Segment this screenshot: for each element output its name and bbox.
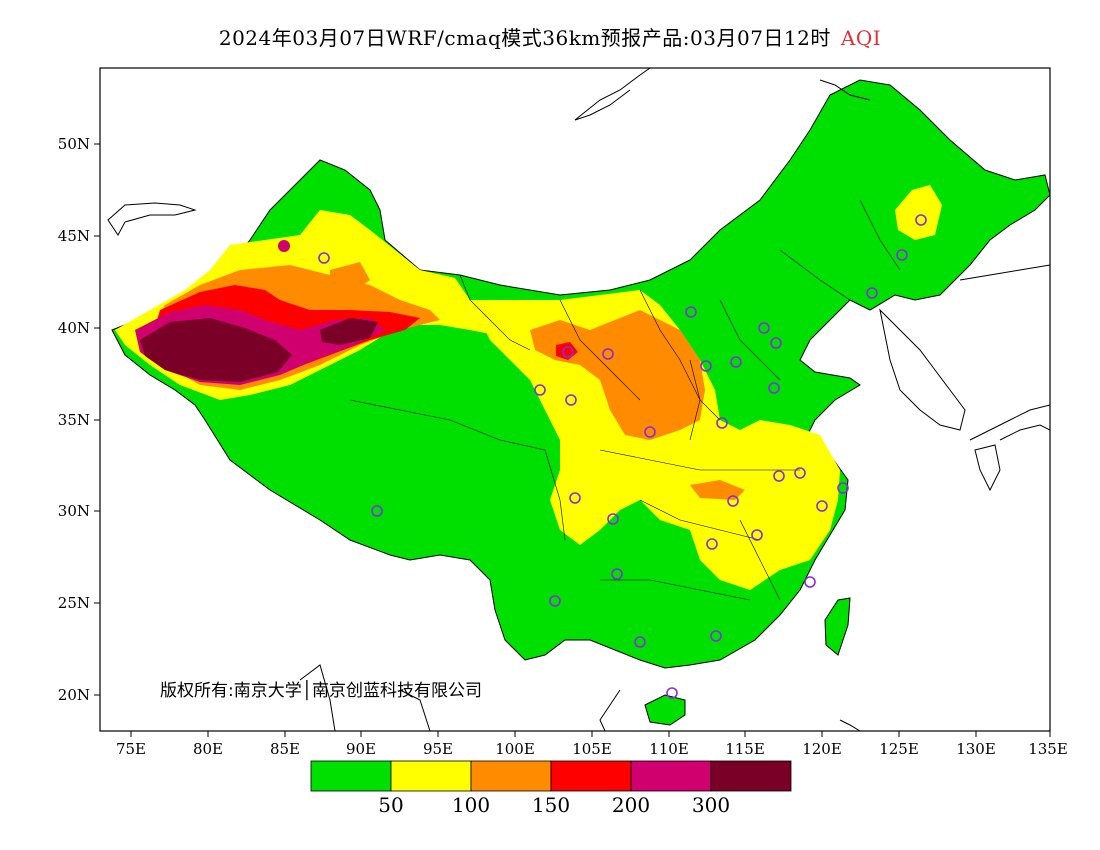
- lat-tick-label: 50N: [58, 135, 90, 153]
- lon-tick-label: 85E: [270, 740, 300, 758]
- station-marker: [634, 636, 646, 648]
- aqi-zone-usg-central: [530, 310, 705, 440]
- lon-tick-label: 115E: [725, 740, 765, 758]
- lon-tick-label: 95E: [423, 740, 453, 758]
- legend-swatch-hazardous: [710, 760, 792, 792]
- station-marker: [685, 306, 697, 318]
- legend-swatch-good: [310, 760, 392, 792]
- station-marker: [768, 382, 780, 394]
- station-marker: [700, 360, 712, 372]
- lat-tick-label: 20N: [58, 686, 90, 704]
- lon-tick-label: 105E: [572, 740, 612, 758]
- plot-frame: [99, 67, 1051, 732]
- station-marker: [716, 417, 728, 429]
- copyright-text: 版权所有:南京大学│南京创蓝科技有限公司: [160, 680, 482, 701]
- station-marker: [602, 348, 614, 360]
- station-marker: [816, 500, 828, 512]
- station-marker: [758, 322, 770, 334]
- hainan-island: [644, 694, 686, 726]
- lon-tick-label: 125E: [879, 740, 919, 758]
- aqi-legend: 50 100 150 200 300: [310, 760, 792, 817]
- station-marker: [565, 394, 577, 406]
- station-marker: [866, 287, 878, 299]
- station-marker: [727, 495, 739, 507]
- lon-tick-label: 130E: [956, 740, 996, 758]
- title-main: 2024年03月07日WRF/cmaq模式36km预报产品:03月07日12时: [218, 26, 831, 50]
- station-marker: [730, 356, 742, 368]
- lon-tick-label: 100E: [495, 740, 535, 758]
- station-marker: [915, 214, 927, 226]
- station-marker: [710, 630, 722, 642]
- station-marker: [534, 384, 546, 396]
- station-marker: [804, 576, 816, 588]
- lon-tick-label: 135E: [1028, 740, 1068, 758]
- station-marker: [837, 482, 849, 494]
- lat-tick-label: 35N: [58, 411, 90, 429]
- map-title: 2024年03月07日WRF/cmaq模式36km预报产品:03月07日12时 A…: [0, 22, 1100, 51]
- legend-label: 150: [532, 793, 570, 817]
- neighbour-coastlines: [107, 68, 1050, 731]
- lon-tick-label: 110E: [649, 740, 689, 758]
- province-boundaries: [349, 199, 901, 601]
- station-marker: [569, 492, 581, 504]
- lat-tick-label: 40N: [58, 319, 90, 337]
- lon-tick-label: 80E: [193, 740, 223, 758]
- station-marker: [644, 426, 656, 438]
- legend-swatch-usg: [470, 760, 552, 792]
- aqi-hotspot-north-xinjiang: [278, 240, 290, 252]
- lat-tick-label: 45N: [58, 227, 90, 245]
- lon-tick-label: 120E: [802, 740, 842, 758]
- legend-label: 100: [452, 793, 490, 817]
- lon-tick-label: 90E: [346, 740, 376, 758]
- taiwan-island: [824, 597, 851, 656]
- station-marker: [611, 568, 623, 580]
- station-marker: [318, 252, 330, 264]
- station-marker: [751, 529, 763, 541]
- station-marker: [794, 467, 806, 479]
- title-pollutant: AQI: [840, 26, 882, 50]
- station-marker: [896, 249, 908, 261]
- station-marker: [773, 470, 785, 482]
- station-marker: [607, 513, 619, 525]
- station-marker: [666, 687, 678, 699]
- aqi-zone-hazardous-west: [140, 318, 292, 382]
- lat-tick-label: 25N: [58, 594, 90, 612]
- legend-swatch-moderate: [390, 760, 472, 792]
- station-marker: [371, 505, 383, 517]
- longitude-axis: 75E 80E 85E 90E 95E 100E 105E 110E 115E …: [116, 731, 1068, 758]
- monitoring-stations: [318, 214, 927, 699]
- legend-label: 50: [378, 793, 403, 817]
- aqi-zone-usg-small-1: [330, 262, 370, 295]
- station-marker: [549, 595, 561, 607]
- legend-swatch-very-unhealthy: [630, 760, 712, 792]
- lon-tick-label: 75E: [116, 740, 146, 758]
- aqi-zone-usg-small-2: [690, 480, 745, 500]
- legend-label: 200: [612, 793, 650, 817]
- legend-swatch-unhealthy: [550, 760, 632, 792]
- legend-label: 300: [692, 793, 730, 817]
- station-marker: [562, 346, 574, 358]
- aqi-zone-moderate-northeast: [895, 185, 942, 240]
- aqi-zone-moderate-central: [470, 290, 840, 590]
- latitude-axis: 50N 45N 40N 35N 30N 25N 20N: [58, 135, 100, 704]
- station-marker: [706, 538, 718, 550]
- lat-tick-label: 30N: [58, 502, 90, 520]
- aqi-zone-hazardous-tail: [320, 318, 378, 345]
- map-plot-area: 版权所有:南京大学│南京创蓝科技有限公司: [107, 68, 1050, 731]
- station-marker: [770, 337, 782, 349]
